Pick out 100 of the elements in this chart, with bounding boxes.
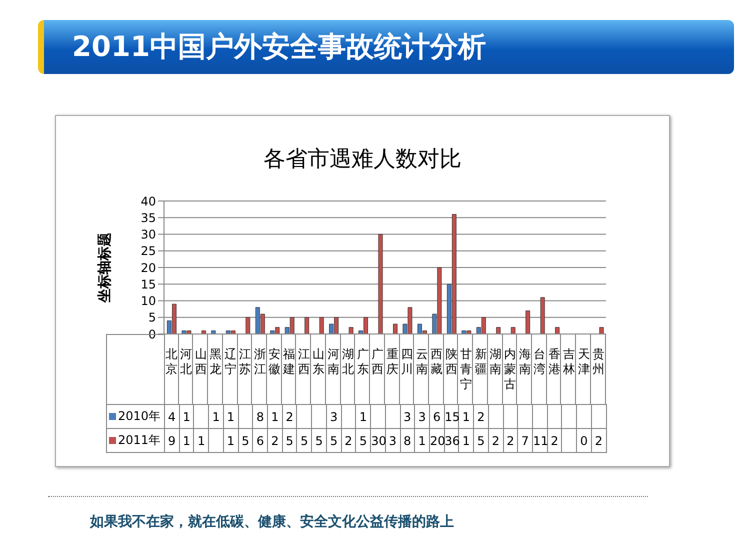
x-tick-label: 重庆 <box>386 347 398 376</box>
data-label: 6 <box>252 428 268 452</box>
x-tick-label: 新疆 <box>474 347 487 376</box>
bar <box>540 297 545 334</box>
data-label: 2 <box>341 428 356 452</box>
x-tick-label: 安徽 <box>268 347 280 376</box>
x-tick-label: 云南 <box>416 347 428 376</box>
x-tick-label: 河北 <box>180 347 192 376</box>
x-tick-label: 甘青宁 <box>460 347 472 391</box>
y-tick-label: 15 <box>140 277 156 292</box>
bar <box>319 317 324 334</box>
text: 如果我不在家，就在低碳、健康、安全文化公益传播的路上 <box>90 513 454 531</box>
x-tick-label: 山西 <box>194 347 207 376</box>
data-label: 5 <box>474 428 488 452</box>
data-label: 1 <box>458 428 474 452</box>
y-tick-label: 35 <box>140 210 156 225</box>
data-label: 7 <box>518 428 532 452</box>
bar <box>526 310 530 334</box>
data-label: 3 <box>414 404 430 428</box>
data-label: 30 <box>370 428 386 452</box>
data-label: 36 <box>444 428 460 452</box>
data-label: 5 <box>296 428 312 452</box>
data-label: 20 <box>429 428 446 452</box>
x-tick-label: 广东 <box>356 347 369 376</box>
data-label: 5 <box>238 428 253 452</box>
chart-title: 2011中国户外安全事故统计分析 <box>72 29 486 65</box>
data-label: 5 <box>312 428 326 452</box>
data-label: 1 <box>268 404 282 428</box>
data-label: 5 <box>282 428 297 452</box>
bar <box>348 327 354 334</box>
data-label: 1 <box>223 428 238 452</box>
data-label: 2 <box>591 428 606 452</box>
x-tick-label: 湖南 <box>490 347 502 376</box>
data-label: 2 <box>503 428 518 452</box>
data-label: 1 <box>179 428 194 452</box>
data-label: 2 <box>268 428 282 452</box>
data-label: 8 <box>400 428 415 452</box>
y-axis-title: 坐标轴标题 <box>96 232 113 304</box>
x-tick-label: 天津 <box>578 347 590 376</box>
x-tick-label: 台湾 <box>534 347 546 376</box>
bar <box>392 324 398 334</box>
chart-subtitle: 各省市遇难人数对比 <box>262 146 462 174</box>
data-label: 11 <box>532 428 548 452</box>
x-tick-label: 湖北 <box>342 347 354 376</box>
bar <box>246 317 250 334</box>
bar <box>496 327 501 334</box>
x-tick-label: 贵州 <box>592 347 605 376</box>
y-tick-label: 10 <box>140 294 156 308</box>
y-tick-label: 30 <box>140 228 156 242</box>
data-label: 2 <box>488 428 504 452</box>
bar <box>304 317 310 334</box>
data-label: 0 <box>576 428 592 452</box>
x-tick-label: 福建 <box>282 347 296 376</box>
data-label: 6 <box>429 404 444 428</box>
data-label: 1 <box>223 404 238 428</box>
data-label: 1 <box>356 404 371 428</box>
bar <box>510 327 516 334</box>
y-tick-label: 25 <box>140 244 156 258</box>
bar <box>211 330 216 334</box>
x-tick-label: 四川 <box>401 347 414 376</box>
legend-label: 2011年 <box>106 428 164 452</box>
legend-label: 2010年 <box>106 404 164 428</box>
data-label: 2 <box>282 404 297 428</box>
x-tick-label: 内蒙古 <box>504 347 516 391</box>
x-tick-label: 陕西 <box>445 347 458 376</box>
y-tick-label: 20 <box>140 260 156 275</box>
data-label: 1 <box>414 428 430 452</box>
data-label: 3 <box>326 404 342 428</box>
data-label: 2 <box>547 428 562 452</box>
data-label: 5 <box>356 428 371 452</box>
bar <box>599 327 604 334</box>
data-label: 2 <box>474 404 488 428</box>
data-label: 4 <box>164 404 180 428</box>
data-label: 3 <box>385 428 400 452</box>
data-label: 1 <box>194 428 209 452</box>
data-label: 5 <box>326 428 342 452</box>
data-label: 1 <box>458 404 474 428</box>
x-tick-label: 香港 <box>548 347 560 376</box>
data-label: 3 <box>400 404 415 428</box>
bar <box>378 234 383 334</box>
data-label: 15 <box>444 404 460 428</box>
data-label: 1 <box>179 404 194 428</box>
x-tick-label: 广西 <box>372 347 384 376</box>
x-tick-label: 北京 <box>165 347 178 376</box>
x-tick-label: 山东 <box>312 347 325 376</box>
value-table: 2010年 4 1 1 1 8 1 2 3 1 3 3 6 15 1 2 2011年 9 1 1 1 5 6 2 5 5 5 5 2 5 30 3 8 1 2036 1 5 2 2 7 11 2 0 2 <box>106 404 607 453</box>
x-tick-label: 西藏 <box>430 347 443 376</box>
data-label: 9 <box>164 428 180 452</box>
y-tick-label: 5 <box>148 310 156 325</box>
x-tick-label: 海南 <box>518 347 531 376</box>
x-tick-label: 黑龙 <box>210 347 222 376</box>
x-tick-label: 江苏 <box>239 347 252 376</box>
x-tick-label: 河南 <box>327 347 340 376</box>
x-tick-label: 江西 <box>298 347 310 376</box>
data-label: 8 <box>252 404 268 428</box>
y-tick-label: 40 <box>140 194 156 208</box>
bar <box>555 327 560 334</box>
data-label: 1 <box>208 404 224 428</box>
x-tick-label: 浙江 <box>254 347 266 376</box>
x-tick-label: 吉林 <box>562 347 576 376</box>
